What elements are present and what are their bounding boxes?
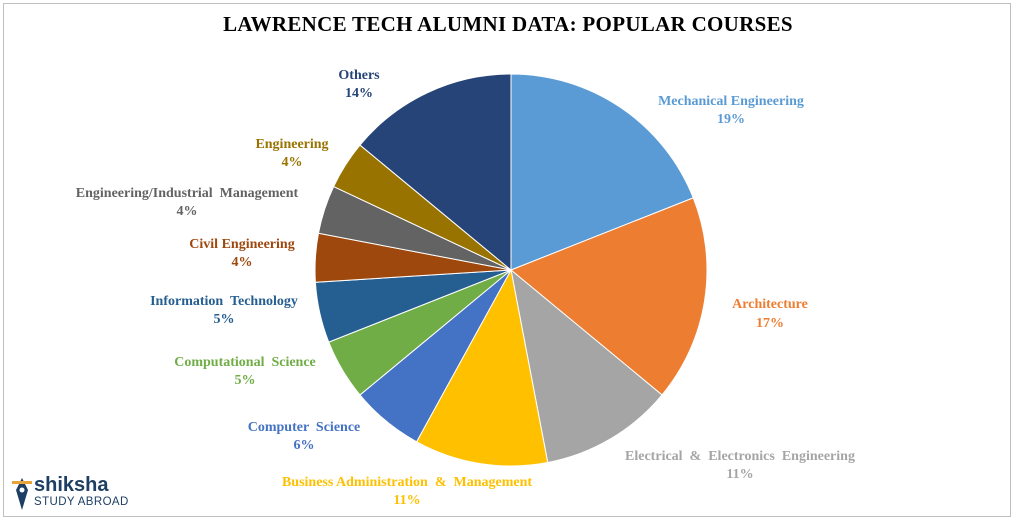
- slice-label-3: Business Administration & Management: [282, 475, 532, 490]
- slice-value-label-5: 5%: [235, 373, 256, 388]
- slice-value-label-0: 19%: [717, 112, 745, 127]
- slice-label-7: Civil Engineering: [189, 237, 294, 252]
- pie-slice-1: [510, 197, 708, 396]
- slice-value-label-8: 4%: [177, 204, 198, 219]
- slice-label-2: Electrical & Electronics Engineering: [625, 449, 855, 464]
- pie-slice-0: [510, 73, 694, 271]
- pie-slice-10: [359, 73, 512, 272]
- logo-brand-text: shiksha: [34, 474, 109, 496]
- shiksha-pen-icon: [12, 478, 32, 510]
- slice-value-label-4: 6%: [294, 438, 315, 453]
- slice-label-10: Others: [338, 68, 380, 83]
- slice-label-5: Computational Science: [174, 355, 316, 370]
- slice-value-label-1: 17%: [756, 316, 784, 331]
- slice-label-1: Architecture: [732, 297, 808, 312]
- pie-slice-2: [510, 268, 663, 464]
- logo-subtitle-text: STUDY ABROAD: [34, 496, 129, 508]
- slice-label-9: Engineering: [255, 137, 328, 152]
- pie-labels: Mechanical Engineering 19% Architecture 17%…: [76, 68, 855, 508]
- chart-border: [3, 3, 1011, 517]
- pie-slices: [314, 73, 708, 467]
- slice-value-label-6: 5%: [214, 312, 235, 327]
- slice-label-6: Information Technology: [150, 294, 298, 309]
- slice-label-0: Mechanical Engineering: [658, 94, 804, 109]
- slice-label-8: Engineering/Industrial Management: [76, 186, 299, 201]
- slice-value-label-2: 11%: [726, 467, 753, 482]
- chart-title: LAWRENCE TECH ALUMNI DATA: POPULAR COURS…: [223, 12, 793, 36]
- pie-slice-3: [415, 268, 549, 467]
- slice-value-label-3: 11%: [393, 493, 420, 508]
- slice-value-label-9: 4%: [282, 155, 303, 170]
- shiksha-logo: shiksha STUDY ABROAD: [10, 470, 130, 516]
- slice-value-label-10: 14%: [345, 86, 373, 101]
- slice-value-label-7: 4%: [232, 255, 253, 270]
- slice-label-4: Computer Science: [248, 420, 361, 435]
